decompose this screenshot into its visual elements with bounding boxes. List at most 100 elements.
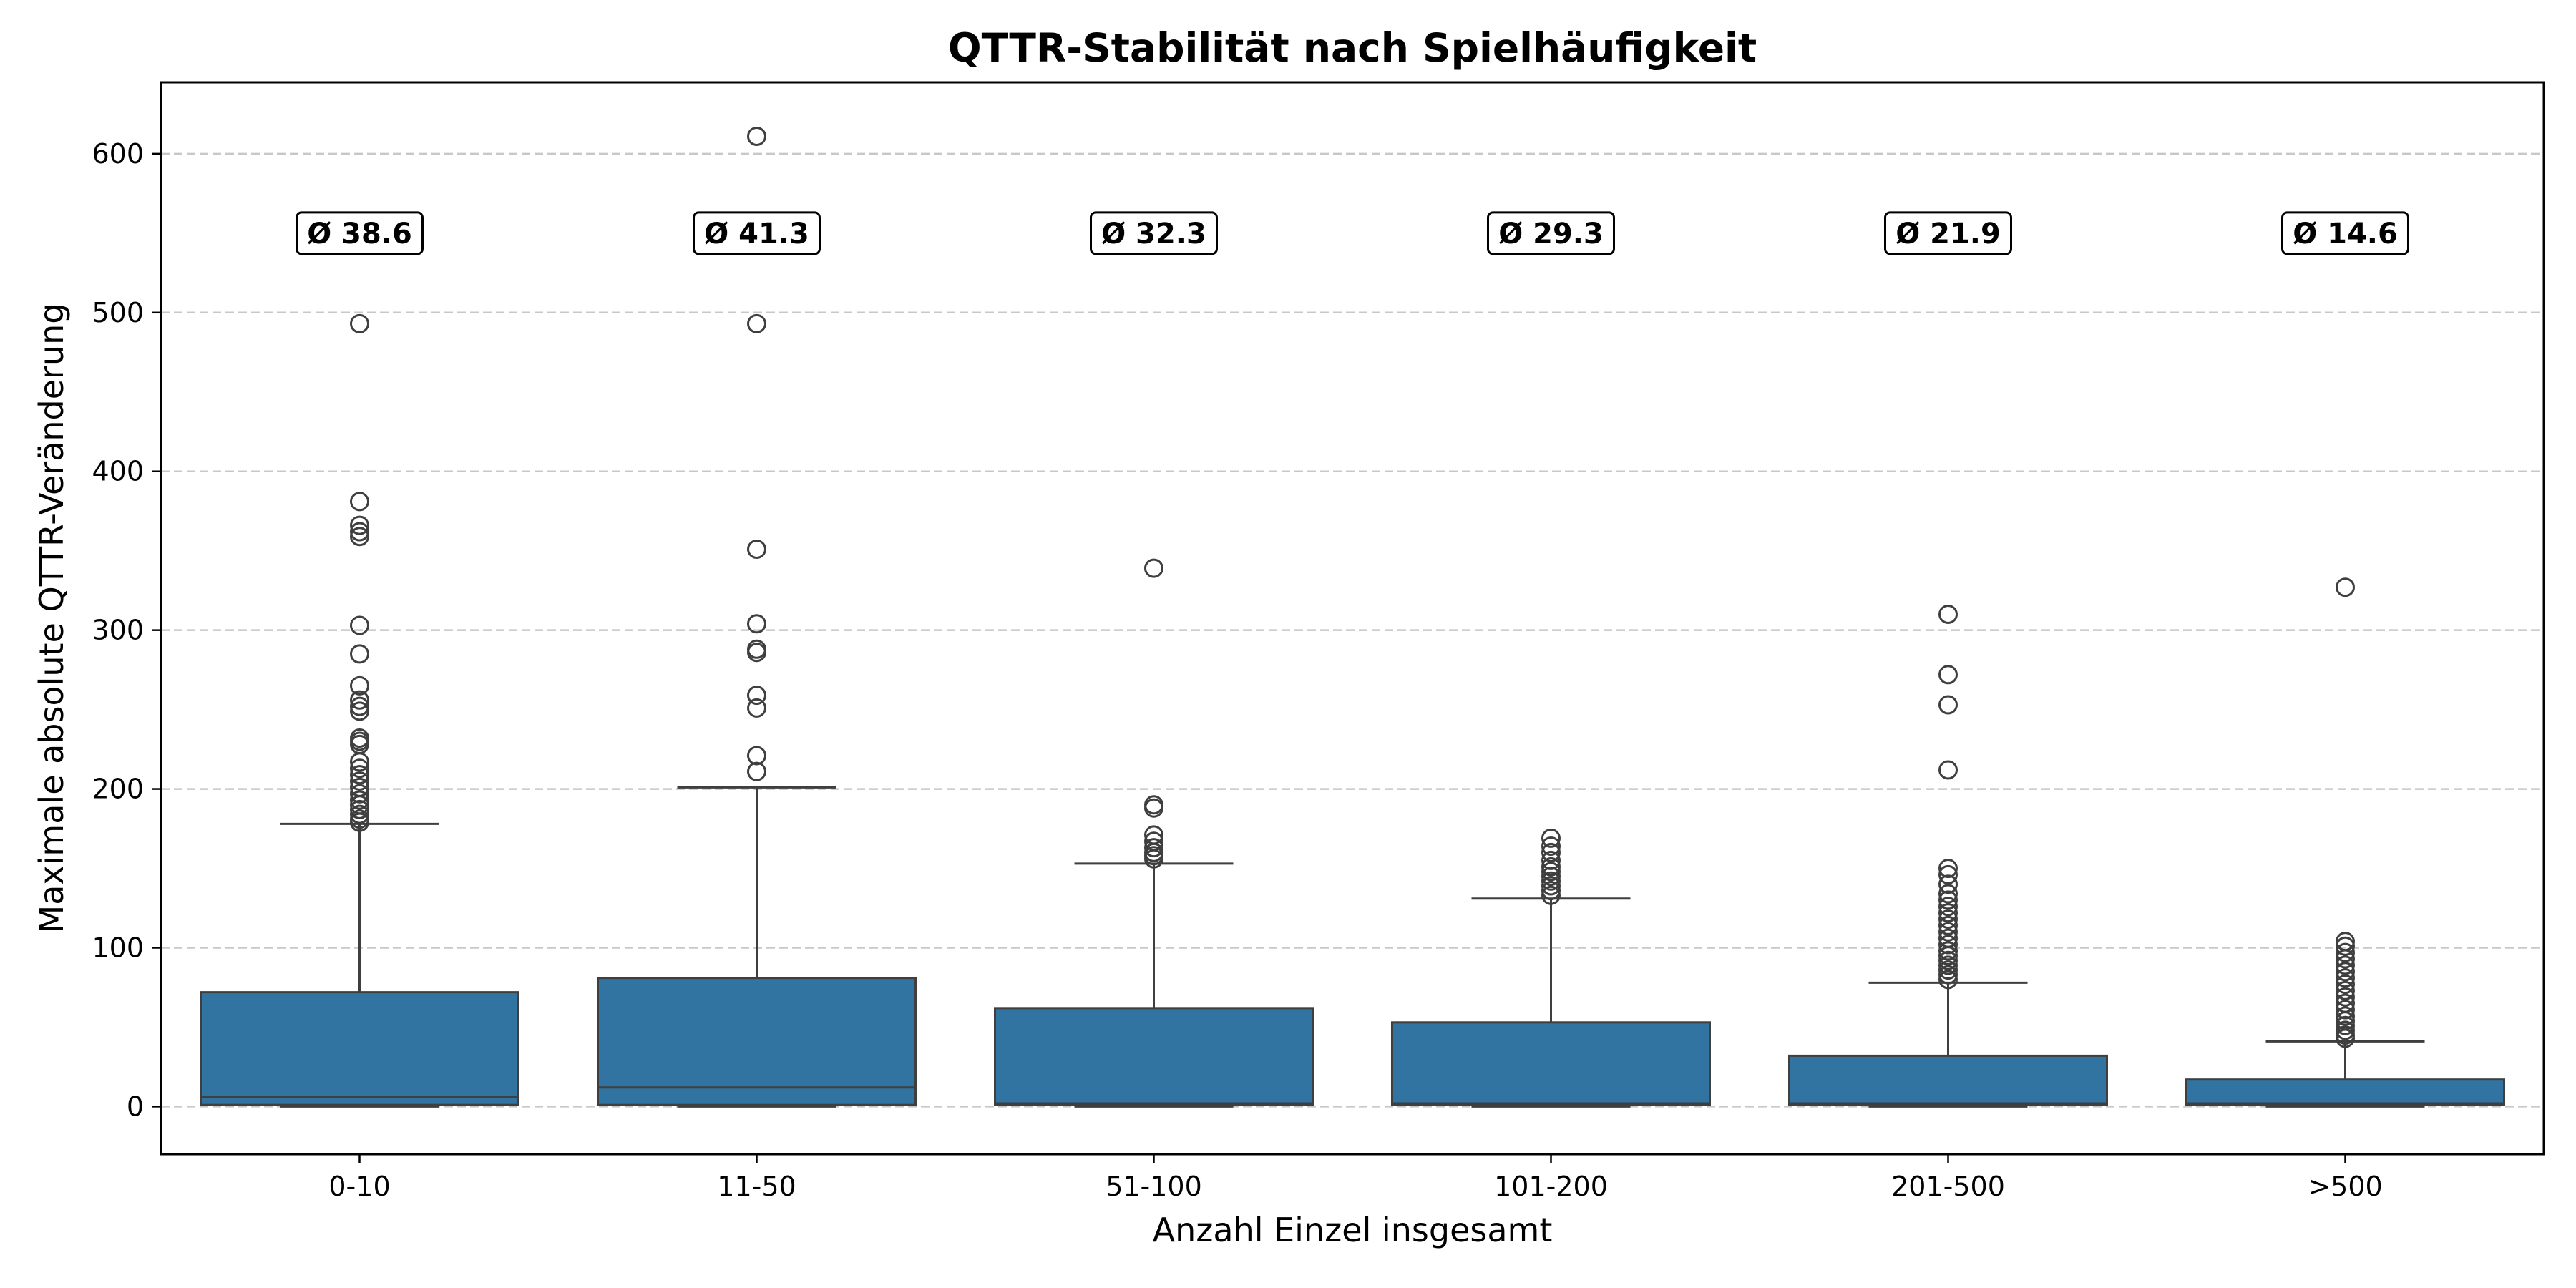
box-group [200, 313, 519, 1108]
outlier-point [2336, 1006, 2355, 1026]
outlier-point [2336, 975, 2355, 995]
y-axis-label: Maximale absolute QTTR-Veränderung [32, 303, 71, 934]
chart-title: QTTR-Stabilität nach Spielhäufigkeit [948, 25, 1757, 71]
outlier-point [2336, 968, 2355, 988]
outlier-point [1938, 890, 1958, 910]
outlier-point [747, 761, 766, 781]
outlier-point [1938, 960, 1958, 980]
mean-label-box [1090, 211, 1218, 255]
outlier-point [1541, 881, 1561, 901]
y-tick-label: 100 [92, 932, 144, 963]
outlier-point [1938, 955, 1958, 975]
outlier-point [747, 539, 766, 559]
outlier-point [1938, 897, 1958, 917]
outlier-point [1938, 859, 1958, 879]
outlier-point [1938, 874, 1958, 894]
outlier-point [1938, 922, 1958, 942]
outlier-point [2336, 577, 2355, 597]
x-tick-label: >500 [2308, 1171, 2382, 1202]
mean-label-box [296, 211, 424, 255]
outlier-point [1541, 862, 1561, 882]
outlier-point [1938, 965, 1958, 985]
outlier-point [1938, 665, 1958, 685]
outlier-point [747, 686, 766, 706]
outlier-point [350, 690, 369, 710]
outlier-point [1938, 760, 1958, 780]
outlier-point [350, 313, 369, 333]
mean-label: Ø 38.6 [307, 218, 412, 250]
mean-label: Ø 29.3 [1498, 218, 1604, 250]
mean-label: Ø 41.3 [704, 218, 809, 250]
outlier-point [747, 698, 766, 718]
mean-label-box [1884, 211, 2012, 255]
box-body [994, 1007, 1314, 1106]
mean-label-box [693, 211, 821, 255]
box-series [200, 126, 2505, 1108]
outlier-point [350, 701, 369, 721]
outlier-point [350, 790, 369, 810]
y-tick-label: 500 [92, 297, 144, 328]
outlier-point [350, 696, 369, 716]
x-axis: 0-10 11-50 51-100 101-200 201-500 >500 [328, 1154, 2383, 1202]
outlier-point [1938, 695, 1958, 715]
outlier-point [350, 758, 369, 779]
plot-frame [160, 81, 2545, 1156]
mean-label: Ø 21.9 [1896, 218, 2001, 250]
box-group [597, 126, 917, 1108]
outlier-point [1144, 838, 1163, 858]
box-group [1391, 828, 1711, 1108]
y-tick-label: 300 [92, 615, 144, 646]
outlier-point [2336, 1015, 2355, 1035]
outlier-point [350, 804, 369, 824]
y-axis: 0 100 200 300 400 500 600 [92, 138, 161, 1122]
outlier-point [350, 752, 369, 772]
outlier-point [1541, 871, 1561, 891]
outlier-point [350, 522, 369, 542]
y-tick-label: 600 [92, 138, 144, 170]
box-body [1788, 1054, 2108, 1106]
outlier-point [350, 527, 369, 547]
outlier-point [2336, 949, 2355, 969]
outlier-point [1541, 867, 1561, 887]
outlier-point [350, 799, 369, 819]
x-tick-label: 201-500 [1891, 1171, 2005, 1202]
outlier-point [350, 515, 369, 535]
x-axis-label: Anzahl Einzel insgesamt [1153, 1211, 1553, 1249]
outlier-point [1938, 950, 1958, 970]
outlier-point [2336, 1020, 2355, 1040]
outlier-point [1541, 828, 1561, 848]
outlier-point [747, 643, 766, 663]
outlier-point [2336, 955, 2355, 975]
x-tick-label: 0-10 [328, 1171, 390, 1202]
mean-label: Ø 32.3 [1101, 218, 1206, 250]
x-tick-label: 51-100 [1106, 1171, 1202, 1202]
outlier-point [747, 126, 766, 146]
box-group [2185, 577, 2505, 1108]
outlier-point [350, 675, 369, 696]
box-body [1391, 1021, 1711, 1106]
y-tick-label: 0 [127, 1091, 144, 1122]
mean-annotations: Ø 38.6 Ø 41.3 Ø 32.3 Ø 29.3 Ø 21.9 Ø 14.6 [296, 211, 2409, 255]
outlier-point [1938, 909, 1958, 930]
outlier-point [2336, 962, 2355, 982]
outlier-point [350, 771, 369, 791]
x-tick-label: 11-50 [717, 1171, 796, 1202]
box-body [597, 977, 917, 1106]
outlier-point [1144, 798, 1163, 818]
box-body [2185, 1078, 2505, 1106]
outlier-point [350, 812, 369, 832]
outlier-point [1938, 903, 1958, 923]
outlier-point [350, 765, 369, 785]
outlier-point [1541, 836, 1561, 856]
outlier-point [1541, 850, 1561, 870]
outlier-point [1938, 604, 1958, 624]
outlier-point [1938, 946, 1958, 966]
outlier-point [350, 492, 369, 512]
outlier-point [1938, 970, 1958, 990]
outlier-point [1938, 884, 1958, 904]
outlier-point [747, 614, 766, 634]
mean-label-box [2281, 211, 2409, 255]
outlier-point [2336, 1000, 2355, 1020]
outlier-point [350, 784, 369, 804]
